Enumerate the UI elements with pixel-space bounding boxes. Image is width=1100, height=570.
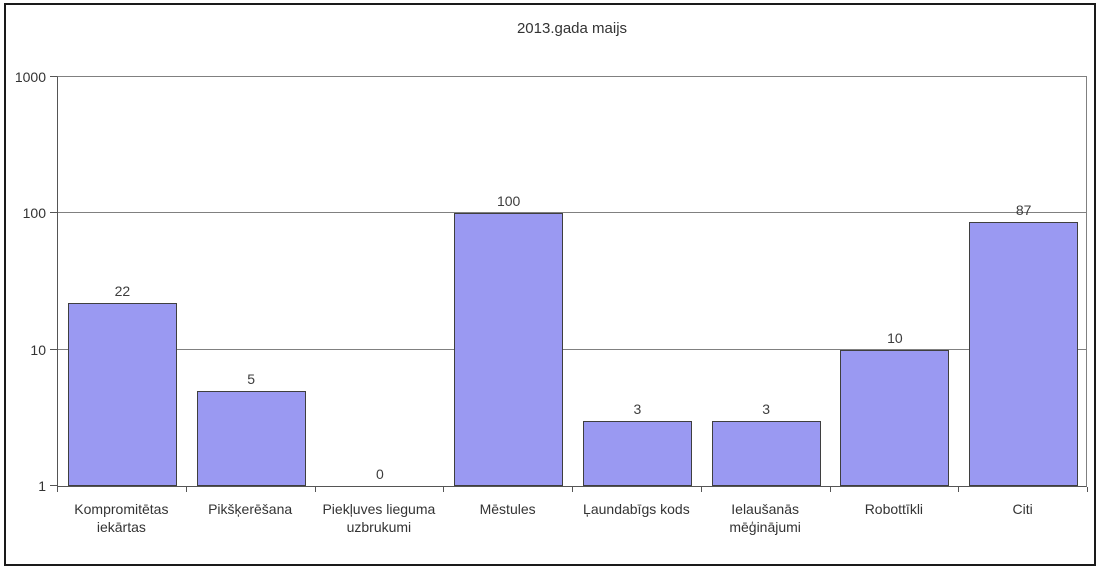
x-tick: [443, 487, 445, 492]
bar-value-label: 22: [114, 282, 131, 299]
category-label: Piekļuves lieguma uzbrukumi: [322, 501, 436, 535]
bar-value-label: 100: [496, 193, 521, 210]
bar-value-label: 10: [887, 329, 903, 346]
x-tick: [958, 487, 960, 492]
x-tick: [572, 487, 573, 492]
category-label: Ielaušanās mēģinājumi: [729, 501, 801, 535]
category-label: Mēstules: [479, 501, 536, 517]
bar-value-label: 87: [1015, 201, 1032, 218]
y-tick: [50, 485, 57, 486]
y-tick: [50, 212, 57, 214]
x-axis-labels: Kompromitētas iekārtas Pikšķerēšana Piekļu…: [57, 500, 1087, 560]
x-tick: [314, 487, 316, 492]
bar: [711, 420, 821, 486]
x-tick: [57, 487, 58, 492]
bar: [582, 420, 692, 486]
y-tick-label: 10: [30, 341, 46, 358]
gridline: [58, 348, 1086, 350]
category-label: Kompromitētas iekārtas: [74, 501, 169, 535]
x-tick: [1087, 487, 1088, 492]
chart-title: 2013.gada maijs: [516, 20, 628, 37]
bar: [67, 302, 177, 486]
y-tick-label: 1: [38, 478, 46, 494]
x-tick: [700, 487, 702, 492]
y-tick-label: 1000: [14, 69, 46, 85]
bar-value-label: 3: [762, 400, 771, 417]
gridline: [58, 212, 1086, 214]
x-tick: [829, 487, 831, 492]
bar-value-label: 3: [633, 400, 642, 417]
bar: [454, 213, 564, 486]
category-label: Citi: [1012, 501, 1033, 517]
bar: [840, 349, 950, 486]
plot-area: 22 5 0 100 3 3 10 87: [57, 76, 1087, 487]
category-label: Robottīkli: [864, 501, 924, 517]
bar: [969, 221, 1079, 486]
x-tick: [185, 487, 187, 492]
bar-value-label: 5: [247, 370, 256, 387]
category-label: Pikšķerēšana: [208, 501, 293, 517]
category-label: Ļaundabīgs kods: [583, 501, 690, 517]
bar: [196, 390, 306, 486]
y-tick: [50, 76, 57, 77]
bar-value-label: 0: [375, 466, 384, 482]
chart-frame-border: [4, 3, 1096, 566]
y-tick-label: 100: [22, 205, 46, 222]
y-tick: [50, 348, 57, 350]
